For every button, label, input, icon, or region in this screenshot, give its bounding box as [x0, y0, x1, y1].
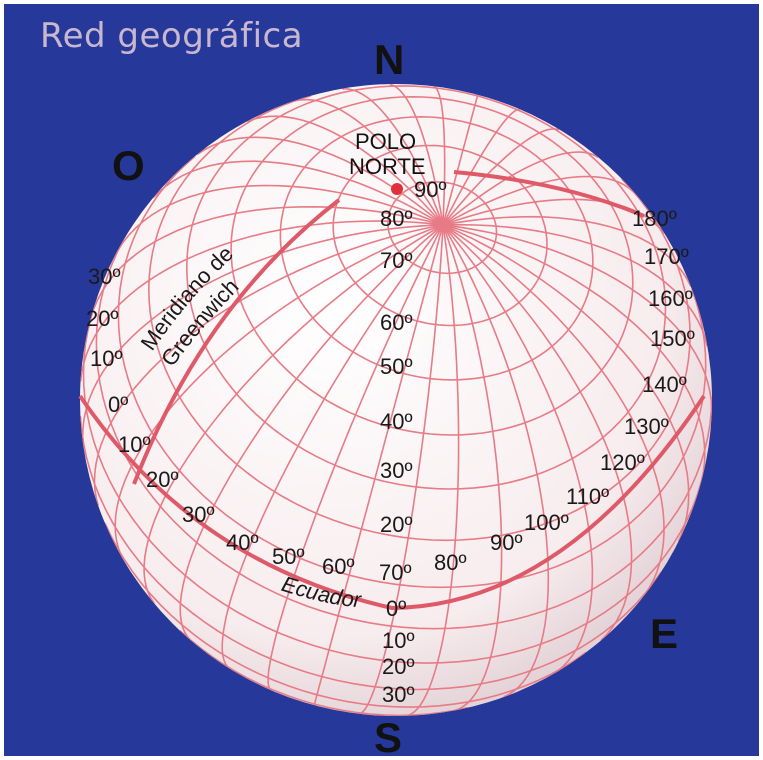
diagram-title: Red geográfica [40, 16, 304, 56]
grid-line [81, 224, 443, 445]
south-label: S [374, 714, 402, 756]
grid-line [442, 224, 665, 596]
grid-line [80, 220, 443, 382]
east-label: E [650, 610, 678, 657]
diagram-frame: Red geográfica N S O E POLO NORTE [4, 4, 759, 756]
lon-label: 80º [434, 550, 467, 575]
north-label: N [374, 36, 404, 83]
lat-label: 30º [182, 502, 215, 527]
north-pole-dot [391, 183, 403, 195]
grid-line [442, 215, 692, 288]
grid-line [442, 151, 599, 226]
west-label: O [112, 142, 145, 189]
lat-label: 50º [272, 544, 305, 569]
grid-line [152, 160, 444, 226]
lat-label: 40º [380, 409, 413, 434]
grid-line [221, 224, 444, 670]
grid-line [442, 198, 665, 234]
lat-label: 30º [380, 458, 413, 483]
grid-line [389, 84, 444, 226]
lon-label: 100º [524, 510, 569, 535]
grid-line [93, 224, 444, 506]
grid-line [442, 224, 690, 542]
equator-longitude-labels: 80º 90º 100º 110º 120º 130º 140º [434, 372, 687, 575]
globe-diagram: N S O E POLO NORTE Meridiano de Greenwic… [78, 36, 712, 756]
grid-line [442, 224, 633, 641]
main-lines [78, 170, 706, 611]
grid-line [267, 224, 444, 691]
grid-line [442, 175, 635, 226]
grid-line [442, 224, 503, 712]
lat-label: 20º [146, 467, 179, 492]
lat-label: 60º [380, 310, 413, 335]
lon-label: 160º [648, 286, 693, 311]
lat-label: 30º [88, 264, 121, 289]
lon-label: 140º [642, 372, 687, 397]
lat-label: 30º [382, 682, 415, 707]
grid-line [114, 224, 444, 562]
lon-label: 120º [600, 450, 645, 475]
pole-label-line2: NORTE [349, 154, 426, 179]
lon-label: 170º [644, 244, 689, 269]
lon-label: 180º [632, 206, 677, 231]
lat-label: 90º [414, 177, 447, 202]
grid-line [442, 94, 479, 226]
grid-line [442, 224, 594, 676]
grid-line [442, 224, 706, 482]
lat-label: 0º [108, 392, 128, 417]
lat-label: 80º [380, 206, 413, 231]
grid-line [359, 224, 444, 715]
lat-label: 20º [86, 306, 119, 331]
coordinate-grid [80, 84, 712, 716]
pole-label-line1: POLO [355, 129, 416, 154]
left-latitude-labels: 30º 20º 10º 0º 10º 20º 30º 40º 50º 60º 7… [86, 264, 412, 585]
grid-line [143, 224, 444, 604]
lat-label: 50º [380, 354, 413, 379]
lon-label: 110º [566, 484, 609, 509]
lat-label: 70º [380, 248, 413, 273]
lat-label: 20º [382, 654, 415, 679]
grid-line [247, 115, 444, 226]
grid-line [90, 205, 444, 319]
grid-line [442, 108, 520, 226]
lat-label: 40º [226, 530, 259, 555]
grid-line [313, 224, 444, 706]
grid-line [442, 128, 560, 226]
lat-label: 20º [380, 512, 413, 537]
lat-label: 0º [386, 596, 406, 621]
grid-line [405, 224, 460, 716]
grid-line [442, 224, 712, 410]
grid-line [293, 98, 444, 226]
grid-line [342, 88, 444, 226]
equator-line [78, 394, 706, 611]
grid-line [442, 224, 550, 698]
grid-line [433, 85, 446, 225]
lat-label: 10º [90, 346, 123, 371]
central-latitude-labels: 90º 80º 70º 60º 50º 40º 30º 20º 0º 10º 2… [380, 177, 447, 707]
meridian-180 [453, 170, 645, 218]
lat-label: 60º [322, 554, 355, 579]
greenwich-meridian [132, 198, 341, 485]
lon-label: 150º [650, 326, 695, 351]
right-longitude-labels: 150º 160º 170º 180º [632, 206, 695, 351]
grid-line [442, 223, 709, 347]
grid-line [117, 184, 444, 251]
grid-line [179, 224, 444, 641]
lat-label: 10º [382, 628, 415, 653]
lat-label: 70º [379, 560, 412, 585]
lon-label: 130º [624, 414, 669, 439]
lat-label: 10º [118, 432, 151, 457]
lon-label: 90º [490, 530, 523, 555]
